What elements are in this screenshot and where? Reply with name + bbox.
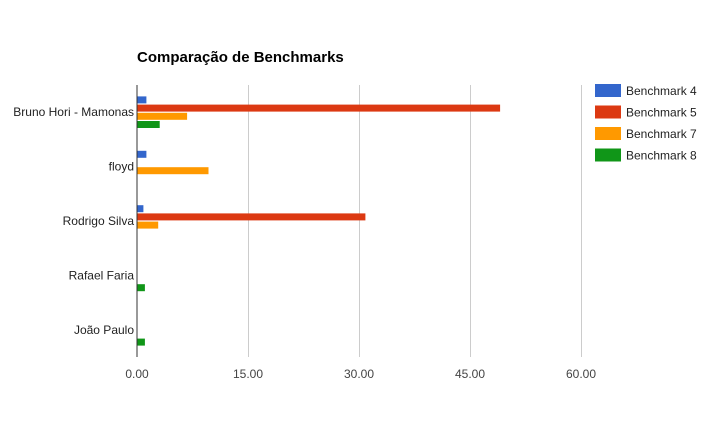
bar xyxy=(137,112,188,120)
x-tick-label: 0.00 xyxy=(125,367,149,381)
bar xyxy=(137,221,159,229)
category-labels: Bruno Hori - Mamonas floyd Rodrigo Silva Ra… xyxy=(13,105,134,337)
legend-label: Benchmark 8 xyxy=(626,149,697,163)
chart-title: Comparação de Benchmarks xyxy=(137,49,344,66)
legend-label: Benchmark 5 xyxy=(626,106,697,120)
legend-swatch xyxy=(595,84,621,97)
category-label: Bruno Hori - Mamonas xyxy=(13,105,134,119)
bar xyxy=(137,205,144,213)
legend-swatch xyxy=(595,127,621,140)
category-label: Rafael Faria xyxy=(69,268,135,282)
bar xyxy=(137,338,145,346)
gridlines xyxy=(248,85,582,357)
legend-swatch xyxy=(595,105,621,119)
category-label: João Paulo xyxy=(74,323,134,337)
bar xyxy=(137,167,209,175)
bar xyxy=(137,104,501,112)
legend-label: Benchmark 7 xyxy=(626,127,697,141)
bar xyxy=(137,284,145,292)
category-label: floyd xyxy=(109,160,134,174)
x-tick-labels: 0.00 15.00 30.00 45.00 60.00 xyxy=(125,367,596,381)
bars xyxy=(137,96,501,346)
legend: Benchmark 4 Benchmark 5 Benchmark 7 Benchma… xyxy=(595,84,697,163)
x-tick-label: 30.00 xyxy=(344,367,374,381)
bar xyxy=(137,213,366,221)
legend-swatch xyxy=(595,148,621,162)
legend-label: Benchmark 4 xyxy=(626,84,697,98)
x-tick-label: 60.00 xyxy=(566,367,596,381)
bar xyxy=(137,121,160,128)
category-label: Rodrigo Silva xyxy=(63,214,135,228)
bar xyxy=(137,96,147,104)
x-tick-label: 45.00 xyxy=(455,367,485,381)
bar xyxy=(137,150,147,158)
x-tick-label: 15.00 xyxy=(233,367,263,381)
